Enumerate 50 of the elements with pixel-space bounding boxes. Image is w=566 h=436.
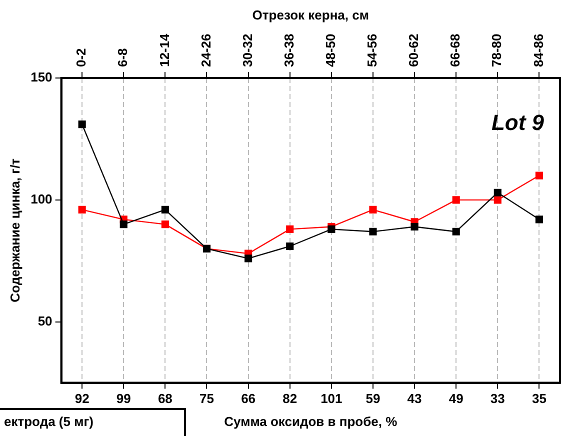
point [286, 225, 294, 233]
text: 78-80 [489, 34, 504, 67]
text: 66-68 [448, 34, 463, 67]
y-tick-label: 150 [30, 70, 52, 85]
point [328, 225, 336, 233]
x-tick-label: 59 [366, 391, 380, 406]
point [286, 242, 294, 250]
y-axis-title: Содержание цинка, г/т [7, 158, 22, 302]
text: 48-50 [323, 34, 338, 67]
text: 84-86 [530, 34, 546, 67]
point [410, 222, 418, 231]
text: 12-14 [156, 32, 172, 67]
point [494, 188, 502, 196]
text: 54-56 [364, 34, 380, 67]
point [369, 206, 377, 214]
point [78, 120, 86, 128]
point [535, 216, 544, 224]
x-tick-label: 99 [116, 391, 131, 406]
text: 60-62 [406, 34, 422, 67]
text: 24-26 [198, 34, 214, 67]
x-tick-label: 68 [158, 391, 172, 406]
x-tick-label: 101 [320, 391, 342, 406]
x-tick-label: 82 [282, 391, 298, 406]
text: 0-2 [74, 48, 89, 67]
point [369, 228, 377, 236]
x-tick-label: 66 [241, 391, 256, 406]
point [452, 196, 460, 204]
point [494, 196, 502, 204]
point [244, 254, 252, 262]
point [161, 220, 169, 228]
x-tick-label: 33 [490, 391, 505, 406]
x-tick-label: 92 [74, 391, 90, 406]
point [78, 206, 86, 214]
x-tick-label: 75 [200, 391, 214, 406]
point [535, 172, 544, 180]
text: ектрода (5 мг) [0, 408, 186, 436]
x-axis-title: Сумма оксидов в пробе, % [224, 414, 398, 429]
x-tick-label: 35 [532, 391, 546, 406]
annotation: Lot 9 [491, 110, 544, 136]
point [120, 220, 128, 228]
point [452, 228, 460, 236]
text: 6-8 [115, 48, 130, 67]
point [161, 206, 169, 214]
text: 30-32 [240, 34, 255, 67]
y-tick-label: 50 [38, 313, 52, 328]
x-tick-label: 43 [407, 391, 422, 406]
x2-axis-title: Отрезок керна, см [252, 7, 369, 22]
text: 36-38 [281, 34, 296, 67]
y-tick-label: 100 [30, 192, 52, 206]
x-tick-label: 49 [448, 391, 464, 406]
